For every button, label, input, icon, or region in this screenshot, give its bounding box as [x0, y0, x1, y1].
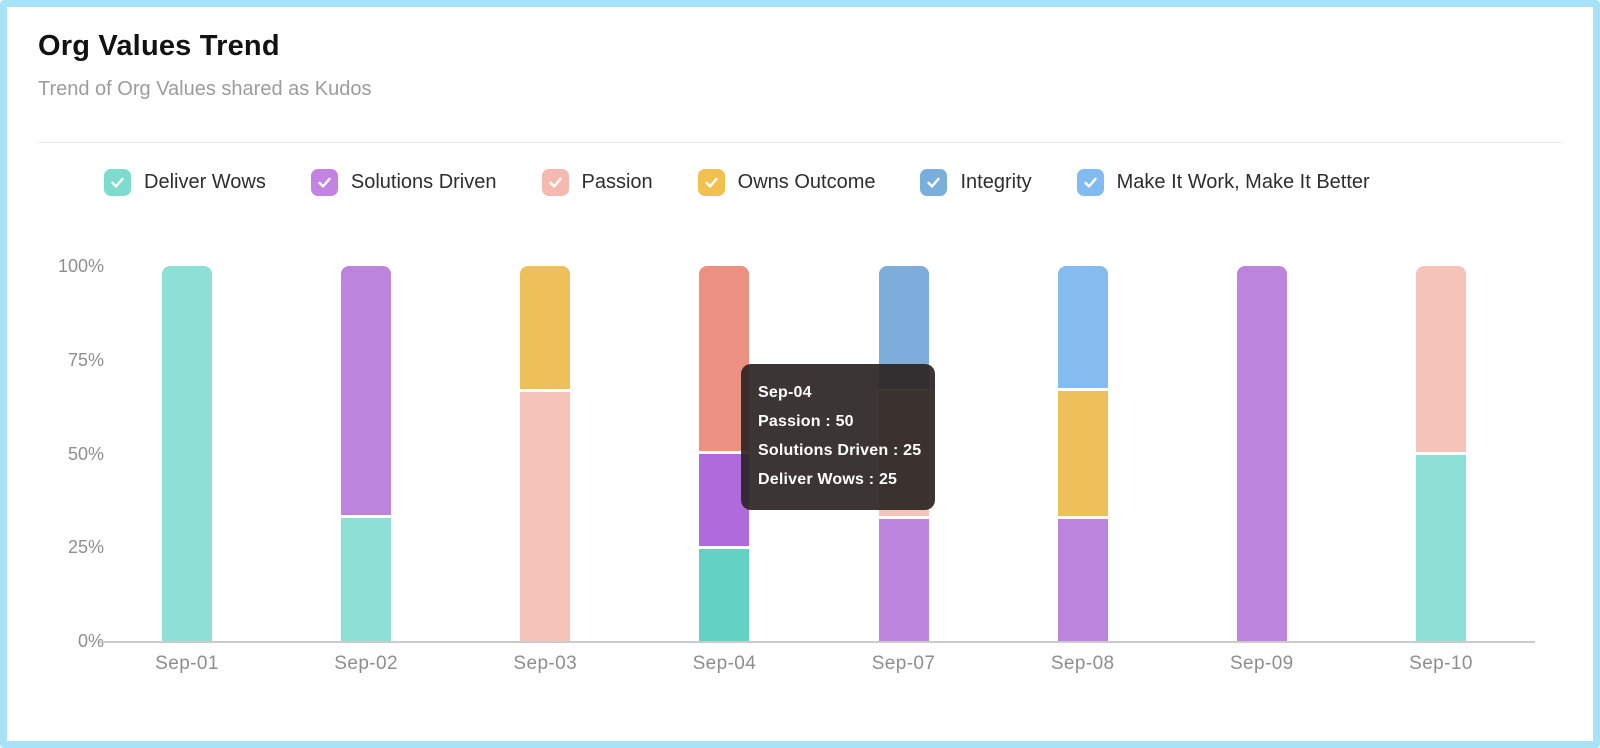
tooltip-title: Sep-04	[758, 384, 812, 401]
bar-segment-deliver-wows[interactable]	[699, 548, 750, 641]
checkbox-checked-icon[interactable]	[697, 168, 725, 196]
y-tick-50: 50%	[67, 443, 104, 464]
legend-item-deliver-wows[interactable]: Deliver Wows	[104, 168, 266, 196]
checkbox-checked-icon[interactable]	[541, 168, 569, 196]
checkbox-checked-icon[interactable]	[310, 168, 338, 196]
check-icon	[111, 177, 124, 188]
bar-segment-deliver-wows[interactable]	[1415, 455, 1466, 641]
bar-segment-owns-outcome[interactable]	[1057, 390, 1108, 517]
legend-label: Deliver Wows	[144, 170, 266, 193]
bar-segment-solutions-driven[interactable]	[878, 519, 929, 641]
tooltip-row: Passion : 50	[758, 413, 854, 430]
x-axis-line	[99, 641, 1535, 643]
bar-sep-10[interactable]	[1415, 266, 1466, 641]
legend-label: Passion	[581, 170, 653, 193]
check-icon	[704, 177, 718, 188]
y-tick-75: 75%	[67, 349, 104, 370]
legend-item-passion[interactable]: Passion	[541, 168, 653, 196]
check-icon	[318, 177, 331, 188]
bar-segment-passion[interactable]	[1415, 266, 1466, 452]
legend-item-integrity[interactable]: Integrity	[920, 168, 1032, 196]
divider	[38, 142, 1562, 143]
y-tick-100: 100%	[57, 256, 104, 276]
bar-segment-deliver-wows[interactable]	[162, 266, 212, 641]
check-icon	[927, 177, 941, 188]
chart-tooltip: Sep-04 Passion : 50 Solutions Driven : 25…	[741, 364, 935, 510]
legend-label: Solutions Driven	[350, 170, 497, 193]
legend-label: Owns Outcome	[737, 170, 876, 193]
bar-segment-passion[interactable]	[520, 391, 571, 641]
bar-segment-solutions-driven[interactable]	[1057, 519, 1108, 641]
chart-legend: Deliver Wows Solutions Driven Passion Ow…	[104, 166, 1370, 198]
bar-sep-08[interactable]	[1057, 266, 1108, 641]
checkbox-checked-icon[interactable]	[104, 168, 131, 196]
check-icon	[548, 177, 562, 188]
x-label-sep-02: Sep-02	[334, 653, 398, 674]
tooltip-row: Solutions Driven : 25	[758, 442, 922, 459]
y-tick-25: 25%	[67, 537, 104, 558]
legend-label: Make It Work, Make It Better	[1116, 170, 1370, 193]
legend-label: Integrity	[960, 170, 1032, 193]
x-label-sep-01: Sep-01	[155, 653, 219, 674]
legend-item-owns-outcome[interactable]: Owns Outcome	[697, 168, 876, 196]
bar-segment-deliver-wows[interactable]	[341, 518, 392, 641]
x-label-sep-04: Sep-04	[692, 653, 757, 674]
x-label-sep-03: Sep-03	[513, 653, 578, 674]
tooltip-row: Deliver Wows : 25	[758, 471, 898, 488]
bar-segment-make-it-work-make-it-better[interactable]	[1057, 266, 1108, 388]
x-label-sep-08: Sep-08	[1050, 653, 1115, 674]
x-label-sep-07: Sep-07	[871, 653, 936, 674]
bar-sep-01[interactable]	[162, 266, 212, 641]
bar-segment-solutions-driven[interactable]	[1236, 266, 1287, 641]
bar-sep-03[interactable]	[520, 266, 571, 641]
legend-item-solutions-driven[interactable]: Solutions Driven	[310, 168, 497, 196]
check-icon	[1083, 177, 1097, 188]
bar-sep-09[interactable]	[1236, 266, 1287, 641]
bar-segment-solutions-driven[interactable]	[341, 266, 392, 516]
x-label-sep-10: Sep-10	[1409, 653, 1473, 674]
bar-sep-02[interactable]	[341, 266, 392, 641]
y-tick-0: 0%	[77, 631, 104, 651]
legend-item-make-it-work-make-it-better[interactable]: Make It Work, Make It Better	[1076, 168, 1370, 196]
bar-segment-owns-outcome[interactable]	[520, 266, 571, 389]
page-subtitle: Trend of Org Values shared as Kudos	[38, 78, 372, 100]
checkbox-checked-icon[interactable]	[920, 168, 948, 196]
checkbox-checked-icon[interactable]	[1076, 168, 1104, 196]
tooltip-rows: Passion : 50 Solutions Driven : 25 Deliver…	[758, 407, 922, 494]
x-label-sep-09: Sep-09	[1229, 653, 1294, 674]
page-title: Org Values Trend	[38, 30, 280, 62]
